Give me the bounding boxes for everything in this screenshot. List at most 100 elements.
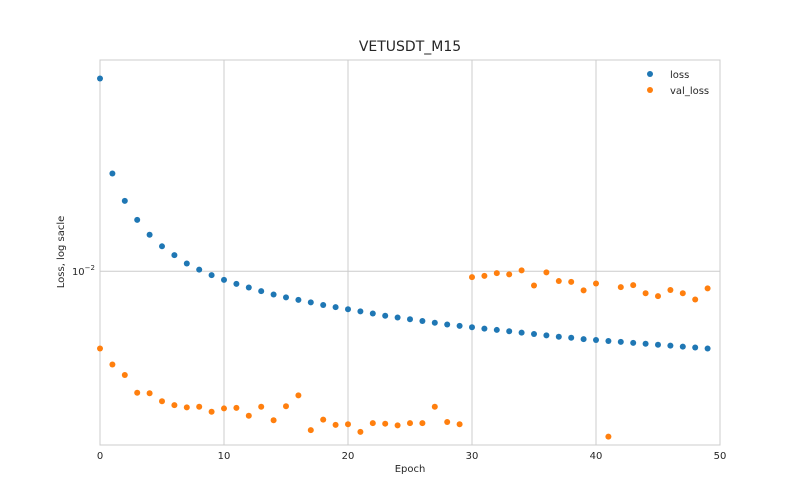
data-point-loss [307, 299, 314, 306]
data-point-val-loss [493, 270, 500, 277]
data-point-loss [394, 314, 401, 321]
data-point-val-loss [444, 418, 451, 425]
x-tick-label: 10 [218, 451, 231, 462]
data-point-loss [655, 341, 661, 348]
data-point-val-loss [134, 389, 141, 396]
data-point-val-loss [518, 267, 525, 274]
data-point-val-loss [593, 280, 599, 287]
data-point-val-loss [506, 271, 513, 278]
data-point-val-loss [580, 287, 587, 294]
data-point-loss [580, 336, 587, 343]
data-point-val-loss [617, 284, 624, 291]
x-tick-label: 20 [342, 451, 355, 462]
grid [100, 60, 720, 445]
y-tick-label: 10−2 [72, 264, 95, 278]
data-point-val-loss [258, 403, 265, 410]
data-point-loss [593, 337, 599, 344]
data-point-val-loss [221, 405, 227, 412]
data-point-val-loss [332, 421, 339, 428]
data-point-loss [419, 317, 426, 324]
data-point-loss [97, 75, 103, 82]
data-point-loss [667, 342, 674, 349]
legend: loss val_loss [647, 70, 709, 97]
data-point-loss [109, 170, 116, 177]
x-tick-label: 40 [590, 451, 603, 462]
data-point-loss [568, 334, 575, 341]
plot-frame [99, 59, 721, 446]
data-point-val-loss [320, 416, 327, 423]
data-point-loss [543, 332, 550, 339]
data-point-val-loss [407, 420, 413, 427]
data-point-loss [642, 340, 649, 347]
data-point-loss [245, 284, 252, 291]
data-point-val-loss [196, 403, 203, 410]
data-point-val-loss [469, 274, 475, 281]
data-points [97, 75, 711, 440]
data-point-val-loss [630, 282, 637, 289]
data-point-val-loss [692, 296, 699, 303]
data-point-val-loss [531, 282, 537, 289]
data-point-val-loss [555, 278, 562, 285]
data-point-val-loss [345, 421, 351, 428]
data-point-loss [431, 319, 438, 326]
data-point-val-loss [183, 404, 190, 411]
data-point-val-loss [655, 293, 661, 300]
data-point-loss [345, 306, 351, 313]
data-point-loss [407, 316, 413, 323]
x-tick-label: 30 [466, 451, 479, 462]
legend-label-loss: loss [670, 70, 689, 81]
data-point-loss [221, 276, 227, 283]
data-point-val-loss [109, 361, 116, 368]
data-point-val-loss [642, 290, 649, 297]
data-point-loss [481, 325, 488, 332]
data-point-val-loss [307, 427, 314, 434]
data-point-val-loss [270, 417, 277, 424]
legend-marker-loss [647, 71, 653, 77]
data-point-loss [469, 324, 475, 331]
data-point-val-loss [679, 290, 686, 297]
data-point-val-loss [171, 402, 178, 409]
data-point-loss [444, 321, 451, 328]
data-point-loss [332, 304, 339, 311]
legend-label-val-loss: val_loss [670, 86, 709, 97]
data-point-loss [704, 345, 711, 352]
x-axis-label: Epoch [395, 464, 426, 475]
data-point-loss [369, 310, 376, 317]
data-point-loss [121, 197, 128, 204]
data-point-loss [679, 343, 686, 350]
data-point-val-loss [159, 398, 165, 405]
data-point-val-loss [146, 390, 153, 397]
data-point-loss [506, 328, 513, 335]
data-point-val-loss [568, 278, 575, 285]
data-point-loss [493, 326, 500, 333]
data-point-val-loss [481, 272, 488, 279]
data-point-loss [183, 260, 190, 267]
data-point-val-loss [208, 408, 215, 415]
data-point-val-loss [394, 422, 401, 429]
data-point-val-loss [369, 420, 376, 427]
data-point-loss [171, 252, 178, 259]
data-point-val-loss [456, 421, 463, 428]
data-point-loss [382, 312, 389, 319]
data-point-val-loss [605, 433, 612, 440]
data-point-loss [233, 280, 240, 287]
data-point-loss [270, 291, 277, 298]
data-point-loss [692, 344, 699, 351]
data-point-loss [555, 333, 562, 340]
legend-marker-val-loss [647, 87, 653, 93]
data-point-val-loss [543, 269, 550, 276]
data-point-loss [196, 266, 203, 273]
data-point-loss [258, 288, 265, 295]
y-axis-label: Loss, log sacle [56, 216, 67, 288]
data-point-loss [159, 243, 165, 250]
data-point-loss [630, 339, 637, 346]
data-point-loss [518, 329, 525, 336]
data-point-loss [134, 216, 141, 223]
data-point-loss [208, 272, 215, 279]
y-axis-ticks: 10−2 [72, 264, 95, 278]
data-point-val-loss [667, 286, 674, 293]
data-point-val-loss [419, 420, 426, 427]
data-point-loss [357, 308, 364, 315]
data-point-val-loss [121, 372, 128, 379]
data-point-loss [146, 231, 153, 238]
